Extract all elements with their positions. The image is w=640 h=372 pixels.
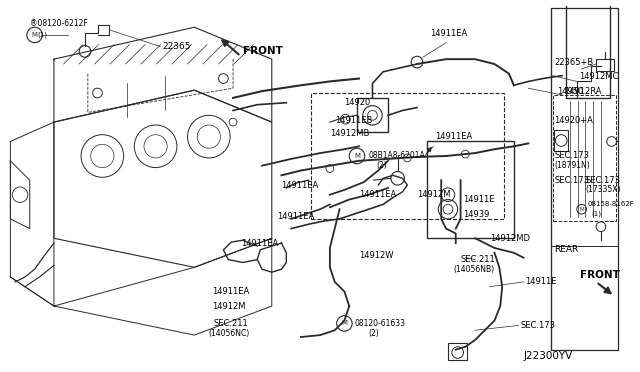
Text: SEC.211: SEC.211 — [461, 255, 495, 264]
Text: FRONT: FRONT — [243, 46, 283, 57]
Text: 14912W: 14912W — [359, 251, 394, 260]
Text: 14911EA: 14911EA — [359, 190, 396, 199]
Text: SEC.173: SEC.173 — [586, 176, 621, 185]
Bar — [566, 0, 610, 98]
Bar — [357, 98, 388, 132]
Text: 14911EA: 14911EA — [435, 132, 473, 141]
Text: 14950: 14950 — [557, 87, 584, 96]
Bar — [310, 93, 504, 219]
Text: REAR: REAR — [554, 246, 579, 254]
Text: 14911EA: 14911EA — [276, 212, 314, 221]
Text: (14056NB): (14056NB) — [454, 265, 495, 274]
Text: 14912RA: 14912RA — [564, 87, 602, 96]
Text: (2): (2) — [376, 161, 387, 170]
Text: (14056NC): (14056NC) — [208, 329, 249, 338]
Text: 14911EA: 14911EA — [429, 29, 467, 38]
Text: 14939: 14939 — [463, 209, 490, 219]
Text: 14912M: 14912M — [417, 190, 451, 199]
Text: 14912MD: 14912MD — [490, 234, 530, 243]
Text: 14912MB: 14912MB — [330, 129, 369, 138]
Bar — [554, 130, 568, 151]
Text: 14920+A: 14920+A — [554, 116, 593, 125]
Bar — [427, 141, 514, 238]
Text: 14912M: 14912M — [212, 302, 245, 311]
Text: 08158-8162F: 08158-8162F — [588, 201, 634, 208]
Bar — [448, 343, 467, 360]
Text: 14911EA: 14911EA — [212, 287, 249, 296]
Text: (1): (1) — [38, 32, 47, 38]
Text: (17335X): (17335X) — [586, 185, 621, 195]
Text: M: M — [579, 207, 584, 212]
Text: FRONT: FRONT — [580, 270, 620, 280]
Text: SEC.173: SEC.173 — [554, 151, 589, 160]
Text: 22365: 22365 — [163, 42, 191, 51]
Text: M: M — [341, 321, 348, 327]
Text: M: M — [31, 32, 38, 38]
Text: (18791N): (18791N) — [554, 161, 590, 170]
Text: SEC.173: SEC.173 — [554, 176, 589, 185]
Text: M: M — [354, 153, 360, 159]
Text: 14911E: 14911E — [463, 195, 495, 204]
Text: (1): (1) — [591, 211, 602, 217]
Text: 08B1A8-6201A: 08B1A8-6201A — [369, 151, 426, 160]
Text: (2): (2) — [369, 329, 380, 338]
Text: 22365+B: 22365+B — [554, 58, 594, 67]
Text: 14911E: 14911E — [525, 278, 557, 286]
Bar — [552, 95, 616, 221]
Text: 14911EA: 14911EA — [241, 238, 278, 248]
Text: ®08120-6212F: ®08120-6212F — [29, 19, 88, 28]
Bar — [596, 59, 614, 71]
Text: 14920: 14920 — [344, 98, 371, 107]
Text: SEC.211: SEC.211 — [214, 319, 248, 328]
Text: 14911EA: 14911EA — [282, 180, 319, 189]
Bar — [550, 8, 618, 350]
Text: 08120-61633: 08120-61633 — [354, 319, 405, 328]
Text: J22300YV: J22300YV — [524, 352, 573, 362]
Text: 14912MC: 14912MC — [579, 72, 618, 81]
Text: 14911EB: 14911EB — [335, 116, 372, 125]
Text: SEC.173: SEC.173 — [520, 321, 556, 330]
